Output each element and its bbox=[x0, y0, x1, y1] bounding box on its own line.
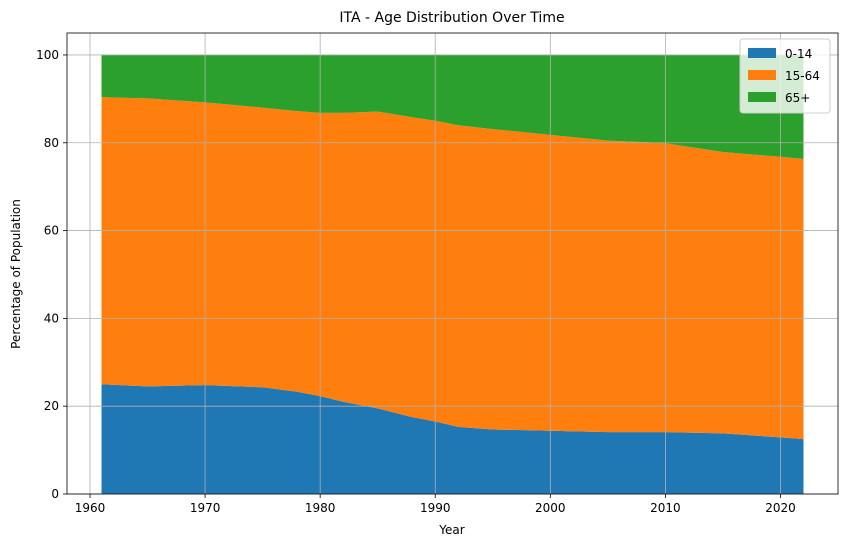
legend-label-15-64: 15-64 bbox=[785, 69, 820, 83]
chart-title: ITA - Age Distribution Over Time bbox=[339, 10, 564, 26]
axes bbox=[66, 32, 839, 495]
legend-swatch-0-14 bbox=[748, 48, 776, 58]
x-tick-label: 2010 bbox=[650, 501, 681, 515]
area-series-0-14 bbox=[101, 384, 804, 494]
axes-frame bbox=[66, 32, 839, 495]
y-tick-label: 40 bbox=[44, 311, 59, 325]
ticks: 1960 1970 1980 1990 2000 2010 2020 0 20 40 60 80 100 bbox=[36, 48, 796, 515]
area-series-65+ bbox=[101, 54, 804, 160]
y-axis-label: Percentage of Population bbox=[9, 199, 23, 349]
x-tick-label: 2020 bbox=[765, 501, 796, 515]
legend: 0-14 15-64 65+ bbox=[739, 38, 831, 114]
y-tick-label: 80 bbox=[44, 136, 59, 150]
legend-label-65+: 65+ bbox=[785, 91, 810, 105]
legend-label-0-14: 0-14 bbox=[785, 47, 812, 61]
legend-swatch-65+ bbox=[748, 92, 776, 102]
x-tick-label: 1980 bbox=[305, 501, 336, 515]
stacked-areas bbox=[101, 54, 804, 494]
x-tick-label: 1990 bbox=[420, 501, 451, 515]
y-tick-label: 100 bbox=[36, 48, 59, 62]
area-series-15-64 bbox=[101, 97, 804, 440]
x-tick-label: 2000 bbox=[535, 501, 566, 515]
y-tick-label: 60 bbox=[44, 224, 59, 238]
y-tick-label: 0 bbox=[51, 487, 59, 501]
y-tick-label: 20 bbox=[44, 399, 59, 413]
x-axis-label: Year bbox=[438, 523, 464, 537]
x-tick-label: 1970 bbox=[190, 501, 221, 515]
legend-swatch-15-64 bbox=[748, 70, 776, 80]
x-tick-label: 1960 bbox=[75, 501, 106, 515]
